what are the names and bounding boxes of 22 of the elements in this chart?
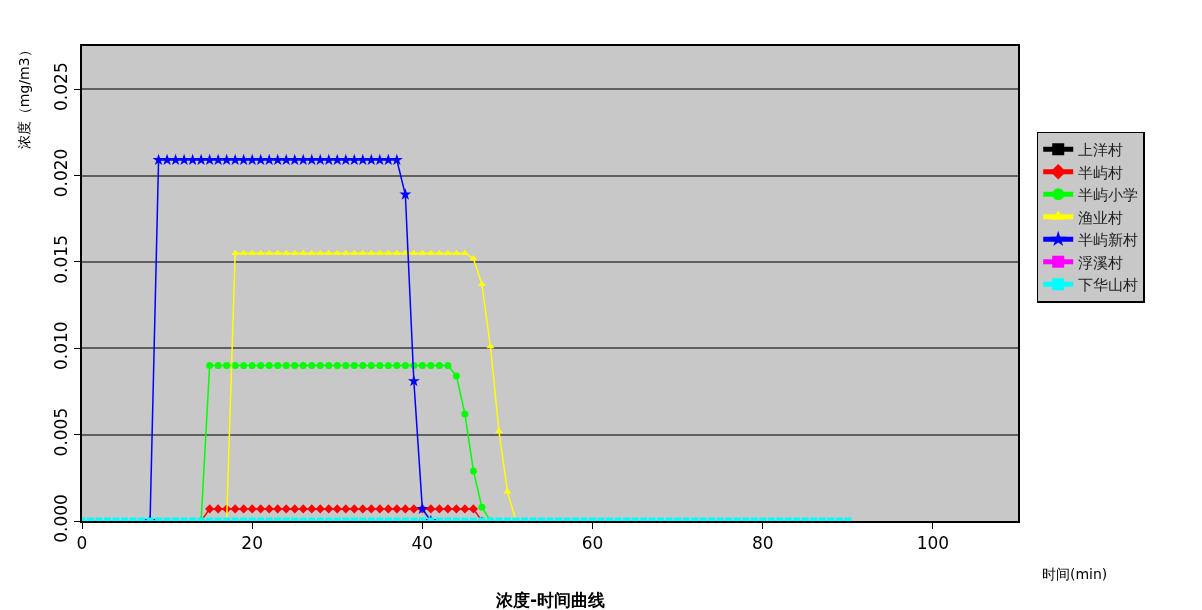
text: 浓度-时间曲线 xyxy=(495,590,606,610)
legend-label: 半屿新村 xyxy=(1078,231,1139,250)
x-tick-label: 80 xyxy=(751,533,774,554)
legend-label: 渔业村 xyxy=(1078,208,1124,227)
y-tick-label: 0.005 xyxy=(51,407,72,457)
y-tick-label: 0.025 xyxy=(51,62,72,111)
x-tick-label: 0 xyxy=(76,533,88,554)
legend-label: 半屿村 xyxy=(1078,163,1124,182)
x-tick-label: 20 xyxy=(241,533,263,554)
x-tick-label: 60 xyxy=(581,533,604,554)
y-tick-label: 0.010 xyxy=(51,321,72,371)
legend-label: 半屿小学 xyxy=(1078,186,1139,205)
y-axis-title: 浓度（mg/m3） xyxy=(15,43,32,150)
x-tick-label: 100 xyxy=(916,533,950,554)
y-tick-label: 0.020 xyxy=(51,148,72,198)
legend-label: 下华山村 xyxy=(1078,276,1139,295)
x-tick-label: 40 xyxy=(411,533,434,554)
legend-label: 上洋村 xyxy=(1078,141,1124,160)
x-axis-title: 时间(min) xyxy=(1042,566,1108,582)
y-tick-label: 0.000 xyxy=(51,494,72,543)
legend-label: 浮溪村 xyxy=(1078,253,1124,272)
y-tick-label: 0.015 xyxy=(51,235,72,284)
